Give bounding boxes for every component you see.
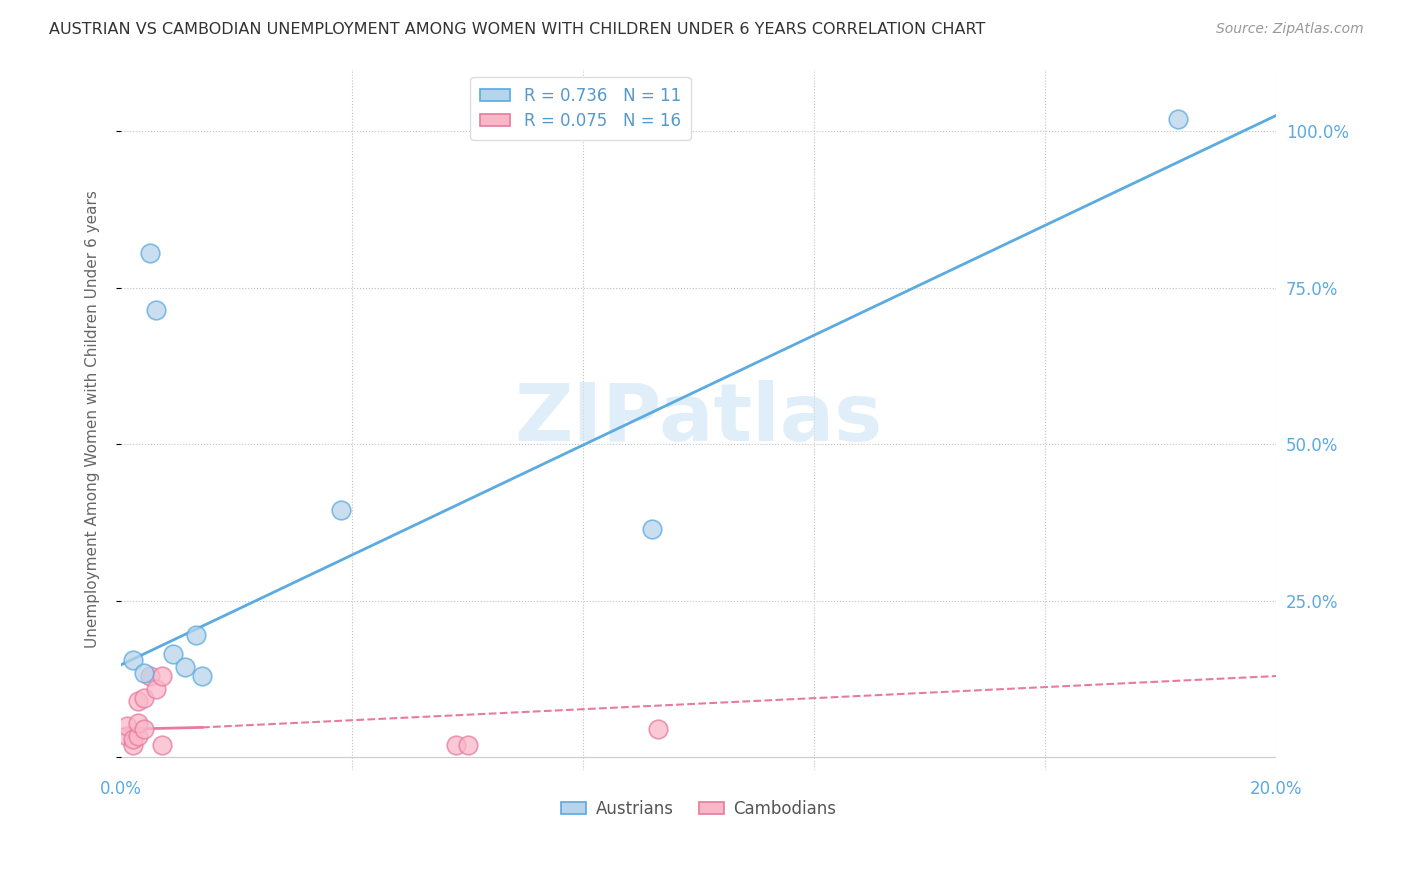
Point	[641, 522, 664, 536]
Point	[121, 731, 143, 746]
Text: ZIPatlas: ZIPatlas	[515, 380, 883, 458]
Point	[134, 690, 156, 705]
Point	[186, 628, 208, 642]
Y-axis label: Unemployment Among Women with Children Under 6 years: Unemployment Among Women with Children U…	[86, 190, 100, 648]
Point	[139, 669, 162, 683]
Point	[444, 738, 467, 752]
Point	[1167, 112, 1189, 126]
Point	[115, 719, 138, 733]
Point	[150, 738, 173, 752]
Point	[173, 659, 195, 673]
Point	[191, 669, 214, 683]
Point	[115, 729, 138, 743]
Point	[647, 723, 669, 737]
Point	[457, 738, 479, 752]
Legend: Austrians, Cambodians: Austrians, Cambodians	[554, 794, 844, 825]
Point	[121, 653, 143, 667]
Text: Source: ZipAtlas.com: Source: ZipAtlas.com	[1216, 22, 1364, 37]
Point	[145, 681, 167, 696]
Point	[329, 503, 352, 517]
Point	[121, 738, 143, 752]
Point	[127, 729, 149, 743]
Point	[127, 694, 149, 708]
Point	[134, 723, 156, 737]
Point	[145, 302, 167, 317]
Point	[139, 246, 162, 260]
Text: AUSTRIAN VS CAMBODIAN UNEMPLOYMENT AMONG WOMEN WITH CHILDREN UNDER 6 YEARS CORRE: AUSTRIAN VS CAMBODIAN UNEMPLOYMENT AMONG…	[49, 22, 986, 37]
Point	[127, 716, 149, 731]
Point	[134, 665, 156, 680]
Point	[150, 669, 173, 683]
Point	[162, 647, 184, 661]
